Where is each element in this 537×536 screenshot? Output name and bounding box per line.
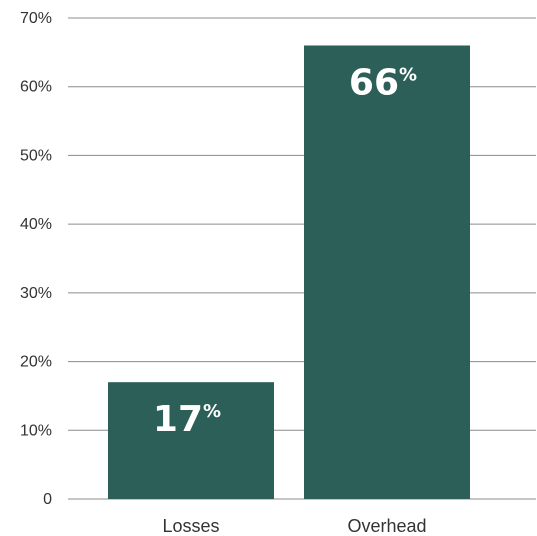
y-axis-tick-labels: 0 10% 20% 30% 40% 50% 60% 70%: [20, 10, 52, 508]
data-labels: 17%66%: [153, 62, 417, 440]
y-tick-label: 70%: [20, 10, 52, 27]
data-label-value: 17: [153, 399, 203, 440]
x-axis-category-labels: Losses Overhead: [162, 516, 426, 536]
data-label-unit: %: [203, 401, 221, 422]
category-label: Losses: [162, 516, 219, 536]
y-tick-label: 50%: [20, 147, 52, 164]
bars: [108, 45, 470, 499]
category-label: Overhead: [347, 516, 426, 536]
data-label: 66%: [349, 62, 417, 103]
bar-losses: [108, 382, 274, 499]
y-tick-label: 40%: [20, 216, 52, 233]
y-tick-label: 20%: [20, 354, 52, 371]
y-tick-label: 10%: [20, 422, 52, 439]
y-tick-label: 30%: [20, 285, 52, 302]
data-label: 17%: [153, 399, 221, 440]
y-tick-label: 60%: [20, 79, 52, 96]
bar-overhead: [304, 45, 470, 499]
data-label-value: 66: [349, 62, 399, 103]
data-label-unit: %: [399, 64, 417, 85]
y-tick-label: 0: [43, 491, 52, 508]
